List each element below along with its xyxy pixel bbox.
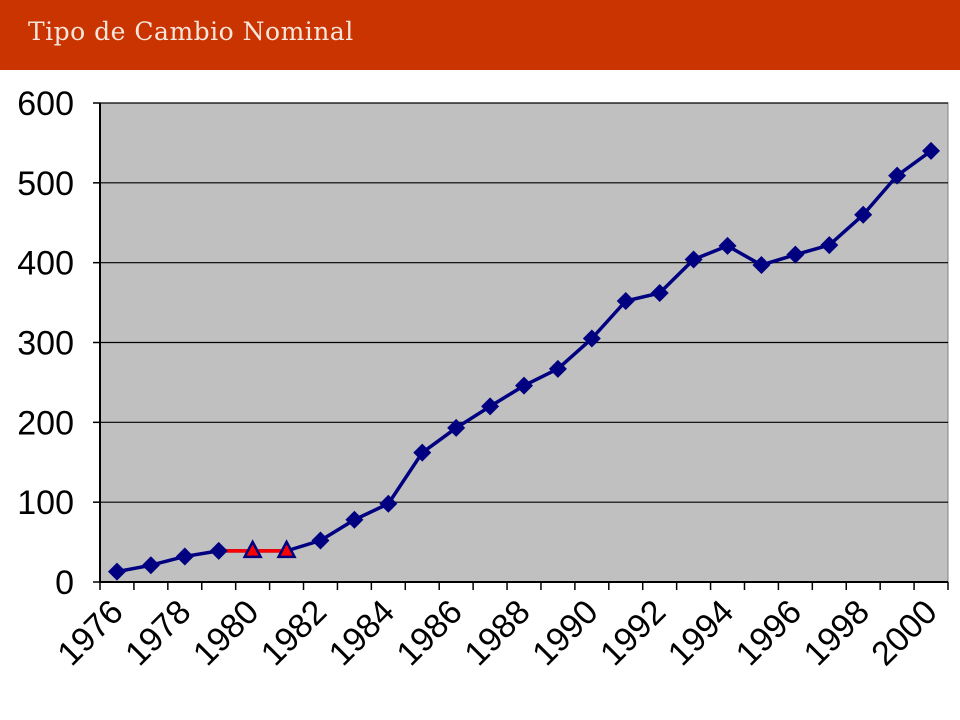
data-point-diamond	[684, 250, 703, 269]
y-tick-label: 400	[17, 245, 74, 283]
data-point-diamond	[481, 397, 500, 416]
data-point-diamond	[311, 531, 330, 550]
slide-title: Tipo de Cambio Nominal	[28, 17, 354, 46]
x-tick-label: 1994	[661, 593, 741, 673]
data-point-diamond	[786, 245, 805, 264]
y-tick-label: 200	[17, 404, 74, 442]
y-tick-label: 500	[17, 165, 74, 203]
data-point-diamond	[107, 562, 126, 581]
data-point-diamond	[718, 236, 737, 255]
data-point-diamond	[922, 141, 941, 160]
data-point-diamond	[888, 166, 907, 185]
x-tick-label: 1982	[254, 593, 334, 673]
y-axis-ticks: 0 100 200 300 400 500 600	[17, 85, 100, 602]
data-point-diamond	[447, 418, 466, 437]
data-point-diamond	[141, 556, 160, 575]
x-tick-label: 1996	[729, 593, 809, 673]
exchange-rate-chart: 0 100 200 300 400 500 600 19761978198019821984…	[17, 85, 949, 673]
gridlines	[100, 102, 948, 503]
series-group	[107, 141, 941, 581]
x-tick-label: 1986	[389, 593, 469, 673]
x-tick-label: 1978	[118, 593, 198, 673]
x-tick-label: 2000	[864, 593, 944, 673]
data-point-diamond	[752, 256, 771, 275]
data-point-diamond	[175, 547, 194, 566]
data-point-triangle	[276, 539, 297, 559]
x-tick-label: 1976	[50, 593, 130, 673]
x-tick-label: 1990	[525, 593, 605, 673]
data-point-diamond	[515, 376, 533, 395]
data-point-diamond	[209, 541, 228, 560]
x-tick-label: 1988	[457, 593, 537, 673]
x-tick-label: 1992	[593, 593, 673, 673]
title-banner: Tipo de Cambio Nominal	[0, 0, 960, 70]
x-tick-label: 1998	[797, 593, 877, 673]
data-point-diamond	[650, 284, 669, 303]
data-point-diamond	[413, 443, 432, 462]
data-point-triangle	[242, 539, 263, 559]
data-point-diamond	[548, 359, 567, 378]
data-point-diamond	[820, 236, 839, 255]
y-tick-label: 300	[17, 325, 74, 363]
data-point-diamond	[854, 205, 873, 224]
data-point-diamond	[616, 291, 635, 310]
x-tick-label: 1980	[186, 593, 266, 673]
y-tick-label: 600	[17, 85, 74, 123]
y-tick-label: 0	[55, 564, 74, 602]
y-tick-label: 100	[17, 484, 74, 522]
x-axis-ticks: 1976197819801982198419861988199019921994…	[50, 582, 949, 673]
data-point-diamond	[379, 494, 398, 513]
x-tick-label: 1984	[322, 593, 402, 673]
data-point-diamond	[582, 329, 601, 348]
